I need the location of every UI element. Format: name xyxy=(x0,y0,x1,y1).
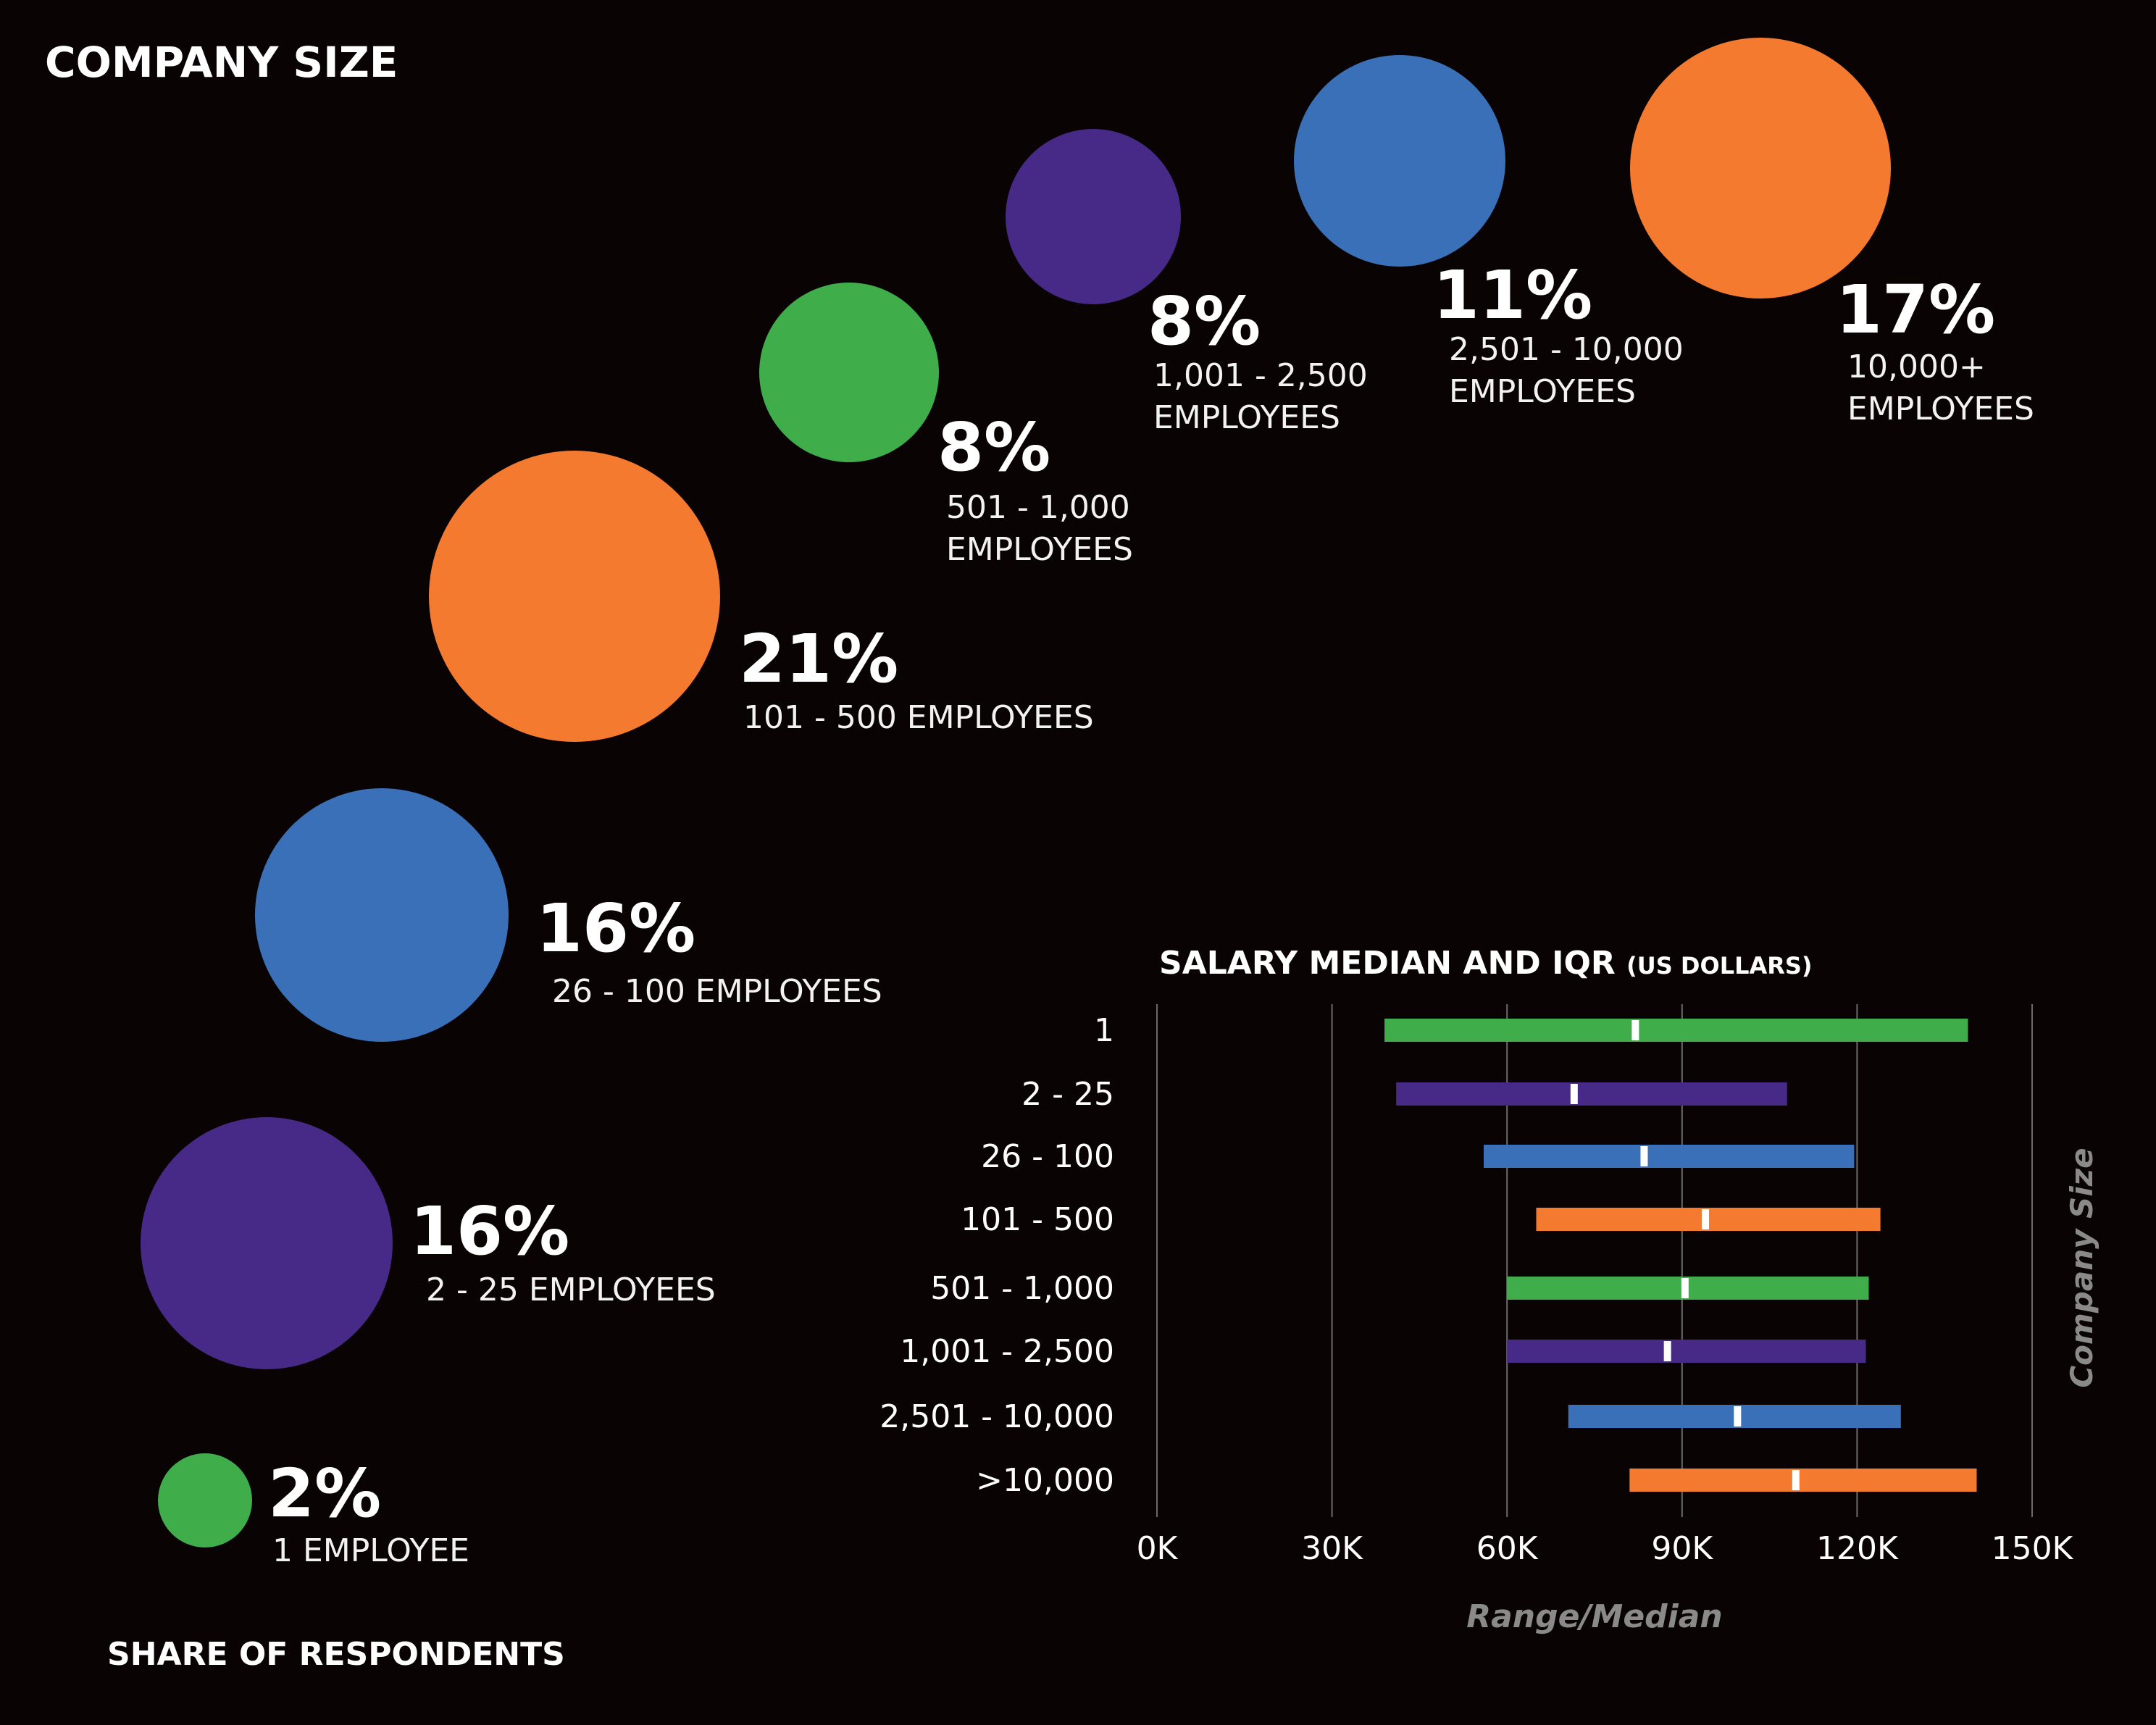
median-marker xyxy=(1631,1020,1639,1040)
bubble-percent-501-1000-employees: 8% xyxy=(937,409,1051,486)
iqr-bar xyxy=(1629,1469,1977,1492)
category-label: 1,001 - 2,500 xyxy=(900,1333,1114,1370)
bubble-percent-101-500-employees: 21% xyxy=(739,620,899,698)
bubble-percent-10000-plus-employees: 17% xyxy=(1836,271,1996,348)
bubble-percent-1001-2500-employees: 8% xyxy=(1148,283,1261,360)
iqr-bar xyxy=(1483,1145,1855,1168)
category-label: 101 - 500 xyxy=(961,1201,1114,1238)
x-tick-label: 60K xyxy=(1476,1530,1539,1567)
x-axis-title: Range/Median xyxy=(1466,1598,1723,1635)
bubble-label-501-1000-line2: EMPLOYEES xyxy=(946,531,1133,568)
median-marker xyxy=(1640,1146,1648,1166)
bubble-26-100-employees xyxy=(255,788,509,1042)
bubble-label-501-1000-line1: 501 - 1,000 xyxy=(946,489,1130,526)
iqr-bar xyxy=(1396,1082,1787,1106)
median-marker xyxy=(1663,1341,1671,1361)
category-label: 2,501 - 10,000 xyxy=(879,1398,1114,1435)
bubble-percent-1-employee: 2% xyxy=(268,1455,382,1532)
bubble-label-2501-10000-line1: 2,501 - 10,000 xyxy=(1449,331,1684,368)
category-label: >10,000 xyxy=(976,1462,1114,1499)
category-label: 26 - 100 xyxy=(981,1138,1114,1175)
bubble-percent-26-100-employees: 16% xyxy=(536,890,696,967)
page-title: COMPANY SIZE xyxy=(45,38,398,87)
bubble-percent-2501-10000-employees: 11% xyxy=(1433,256,1593,334)
bubble-percent-2-25-employees: 16% xyxy=(410,1193,570,1270)
iqr-bar xyxy=(1384,1019,1968,1042)
bubble-2-25-employees xyxy=(141,1117,393,1369)
bubble-1-employee xyxy=(158,1453,252,1548)
bubble-1001-2500-employees xyxy=(1006,129,1181,304)
salary-chart-title: SALARY MEDIAN AND IQR (US DOLLARS) xyxy=(1159,945,1813,982)
salary-chart-title-main: SALARY MEDIAN AND IQR xyxy=(1159,945,1616,982)
iqr-bar xyxy=(1507,1340,1866,1363)
bubble-label-1-employee: 1 EMPLOYEE xyxy=(272,1532,469,1569)
salary-chart-title-sub: (US DOLLARS) xyxy=(1626,952,1813,980)
median-marker xyxy=(1570,1084,1578,1104)
bubble-101-500-employees xyxy=(429,451,720,742)
median-marker xyxy=(1702,1209,1710,1229)
median-marker xyxy=(1792,1470,1800,1490)
bubble-label-26-100-employees: 26 - 100 EMPLOYEES xyxy=(552,973,882,1010)
x-tick-label: 30K xyxy=(1301,1530,1363,1567)
bubble-10000-plus-employees xyxy=(1630,38,1891,298)
bubble-label-1001-2500-line1: 1,001 - 2,500 xyxy=(1153,357,1368,394)
bubble-label-2501-10000-line2: EMPLOYEES xyxy=(1449,373,1636,410)
category-label: 2 - 25 xyxy=(1021,1076,1114,1113)
bubble-label-10000-plus-line1: 10,000+ xyxy=(1847,348,1986,385)
median-marker xyxy=(1681,1278,1689,1298)
bubble-label-101-500-employees: 101 - 500 EMPLOYEES xyxy=(743,699,1094,736)
x-tick-label: 90K xyxy=(1651,1530,1713,1567)
y-axis-title: Company Size xyxy=(2064,1148,2099,1387)
median-marker xyxy=(1734,1406,1742,1427)
bubble-2501-10000-employees xyxy=(1294,55,1505,267)
x-tick-label: 150K xyxy=(1992,1530,2074,1567)
x-tick-label: 120K xyxy=(1816,1530,1899,1567)
x-tick-label: 0K xyxy=(1137,1530,1179,1567)
bubble-label-1001-2500-line2: EMPLOYEES xyxy=(1153,399,1340,436)
category-label: 501 - 1,000 xyxy=(930,1270,1114,1307)
bubble-501-1000-employees xyxy=(759,283,939,462)
bubble-label-2-25-employees: 2 - 25 EMPLOYEES xyxy=(426,1271,716,1308)
category-label: 1 xyxy=(1094,1012,1114,1049)
share-of-respondents-label: SHARE OF RESPONDENTS xyxy=(107,1636,565,1673)
bubble-label-10000-plus-line2: EMPLOYEES xyxy=(1847,390,2034,427)
